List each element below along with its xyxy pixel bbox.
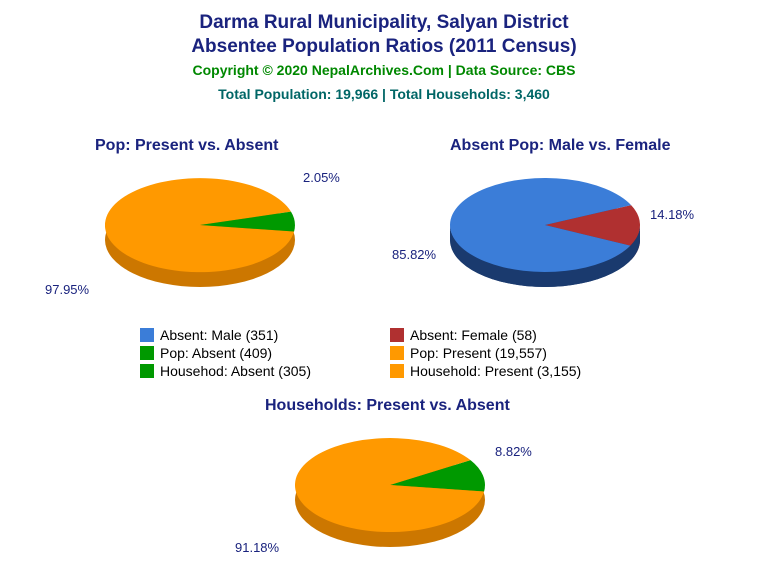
copyright-text: Copyright © 2020 NepalArchives.Com | Dat…: [0, 62, 768, 78]
chart-pop-label-absent: 2.05%: [303, 170, 340, 185]
legend-item: Pop: Present (19,557): [390, 345, 640, 361]
legend: Absent: Male (351) Absent: Female (58) P…: [140, 327, 640, 381]
legend-label: Househod: Absent (305): [160, 363, 311, 379]
legend-item: Absent: Female (58): [390, 327, 640, 343]
legend-label: Absent: Male (351): [160, 327, 278, 343]
title-line2: Absentee Population Ratios (2011 Census): [0, 36, 768, 58]
legend-label: Pop: Present (19,557): [410, 345, 547, 361]
legend-label: Household: Present (3,155): [410, 363, 581, 379]
legend-swatch: [140, 328, 154, 342]
legend-label: Absent: Female (58): [410, 327, 537, 343]
legend-swatch: [390, 364, 404, 378]
totals-text: Total Population: 19,966 | Total Househo…: [0, 86, 768, 102]
chart-households-label-absent: 8.82%: [495, 444, 532, 459]
chart-gender-label-male: 85.82%: [392, 247, 436, 262]
chart-gender-title: Absent Pop: Male vs. Female: [450, 137, 671, 155]
chart-gender: [450, 162, 640, 302]
chart-pop-title: Pop: Present vs. Absent: [95, 137, 278, 155]
chart-households-label-present: 91.18%: [235, 540, 279, 555]
legend-item: Household: Present (3,155): [390, 363, 640, 379]
legend-item: Househod: Absent (305): [140, 363, 390, 379]
chart-households-title: Households: Present vs. Absent: [265, 397, 510, 415]
legend-swatch: [390, 346, 404, 360]
title-line1: Darma Rural Municipality, Salyan Distric…: [0, 12, 768, 34]
chart-pop: [105, 162, 295, 302]
legend-item: Pop: Absent (409): [140, 345, 390, 361]
legend-swatch: [390, 328, 404, 342]
chart-pop-label-present: 97.95%: [45, 282, 89, 297]
chart-gender-label-female: 14.18%: [650, 207, 694, 222]
legend-swatch: [140, 346, 154, 360]
legend-item: Absent: Male (351): [140, 327, 390, 343]
legend-label: Pop: Absent (409): [160, 345, 272, 361]
chart-households: [295, 422, 485, 562]
legend-swatch: [140, 364, 154, 378]
